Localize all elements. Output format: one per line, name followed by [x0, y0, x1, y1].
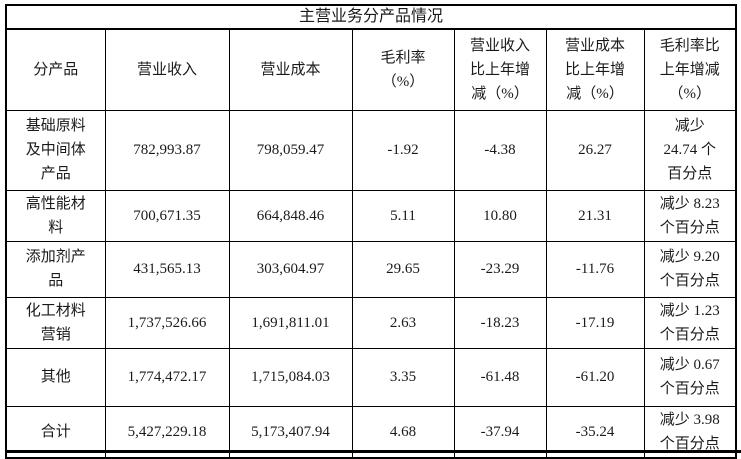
next-section-top-rule — [7, 450, 741, 453]
cell-gross-margin: 5.11 — [351, 189, 455, 242]
cell-product: 基础原料 及中间体 产品 — [5, 109, 106, 191]
table-row: 化工材料 营销 1,737,526.66 1,691,811.01 2.63 -… — [5, 296, 737, 349]
table-row-total: 合计 5,427,229.18 5,173,407.94 4.68 -37.94… — [5, 405, 737, 458]
cell-gross-margin: 29.65 — [351, 240, 455, 298]
table-row: 其他 1,774,472.17 1,715,084.03 3.35 -61.48… — [5, 347, 737, 407]
cell-cost: 303,604.97 — [228, 240, 353, 298]
cell-revenue: 700,671.35 — [104, 189, 230, 242]
cell-revenue-yoy: -18.23 — [453, 296, 547, 349]
cell-revenue-yoy: -61.48 — [453, 347, 547, 407]
column-header-cost-yoy: 营业成本 比上年增 减（%） — [545, 28, 645, 111]
cell-cost: 1,691,811.01 — [228, 296, 353, 349]
column-header-revenue-yoy: 营业收入 比上年增 减（%） — [453, 28, 547, 111]
table-title-row: 主营业务分产品情况 — [5, 4, 737, 30]
table-row: 高性能材 料 700,671.35 664,848.46 5.11 10.80 … — [5, 189, 737, 242]
table-header-row: 分产品 营业收入 营业成本 毛利率 （%） 营业收入 比上年增 减（%） 营业成… — [5, 28, 737, 111]
table-title: 主营业务分产品情况 — [5, 4, 737, 30]
cell-cost: 1,715,084.03 — [228, 347, 353, 407]
cell-revenue: 5,427,229.18 — [104, 405, 230, 458]
cell-cost-yoy: 21.31 — [545, 189, 645, 242]
cell-cost: 798,059.47 — [228, 109, 353, 191]
cell-margin-yoy: 减少 24.74 个 百分点 — [643, 109, 737, 191]
cell-cost: 664,848.46 — [228, 189, 353, 242]
cell-revenue: 1,774,472.17 — [104, 347, 230, 407]
cell-cost-yoy: -17.19 — [545, 296, 645, 349]
cell-product: 化工材料 营销 — [5, 296, 106, 349]
cell-revenue-yoy: -4.38 — [453, 109, 547, 191]
cell-margin-yoy: 减少 0.67 个百分点 — [643, 347, 737, 407]
cell-revenue-yoy: 10.80 — [453, 189, 547, 242]
cell-revenue: 1,737,526.66 — [104, 296, 230, 349]
table-row: 添加剂产 品 431,565.13 303,604.97 29.65 -23.2… — [5, 240, 737, 298]
cell-gross-margin: 3.35 — [351, 347, 455, 407]
cell-gross-margin: -1.92 — [351, 109, 455, 191]
cell-product: 添加剂产 品 — [5, 240, 106, 298]
column-header-margin-yoy: 毛利率比 上年增减 （%） — [643, 28, 737, 111]
cell-revenue: 782,993.87 — [104, 109, 230, 191]
cell-cost-yoy: -61.20 — [545, 347, 645, 407]
main-business-by-product-table: 主营业务分产品情况 分产品 营业收入 营业成本 毛利率 （%） 营业收入 比上年… — [5, 4, 738, 459]
column-header-gross-margin: 毛利率 （%） — [351, 28, 455, 111]
cell-product: 合计 — [5, 405, 106, 458]
column-header-revenue: 营业收入 — [104, 28, 230, 111]
cell-gross-margin: 4.68 — [351, 405, 455, 458]
cell-margin-yoy: 减少 9.20 个百分点 — [643, 240, 737, 298]
cell-revenue-yoy: -23.29 — [453, 240, 547, 298]
cell-product: 高性能材 料 — [5, 189, 106, 242]
cell-cost-yoy: 26.27 — [545, 109, 645, 191]
cell-gross-margin: 2.63 — [351, 296, 455, 349]
table-row: 基础原料 及中间体 产品 782,993.87 798,059.47 -1.92… — [5, 109, 737, 191]
cell-revenue: 431,565.13 — [104, 240, 230, 298]
cell-margin-yoy: 减少 8.23 个百分点 — [643, 189, 737, 242]
column-header-product: 分产品 — [5, 28, 106, 111]
cell-cost-yoy: -11.76 — [545, 240, 645, 298]
cell-margin-yoy: 减少 3.98 个百分点 — [643, 405, 737, 458]
column-header-cost: 营业成本 — [228, 28, 353, 111]
cell-product: 其他 — [5, 347, 106, 407]
cell-margin-yoy: 减少 1.23 个百分点 — [643, 296, 737, 349]
